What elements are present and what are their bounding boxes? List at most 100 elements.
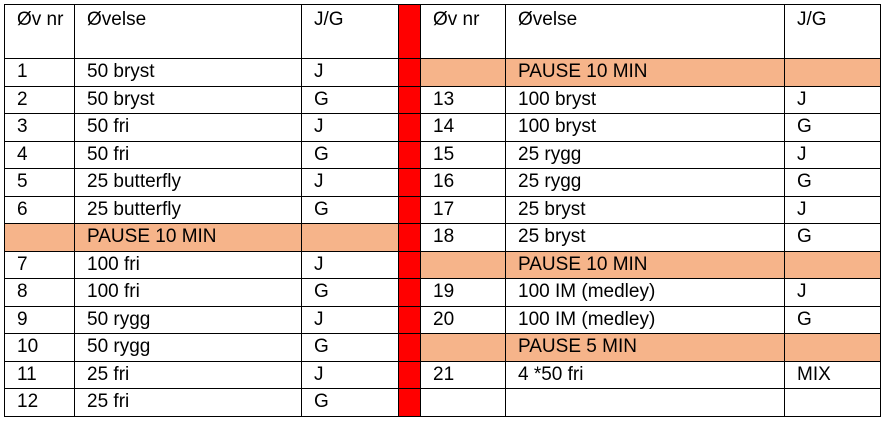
right-exercise-cell: 100 bryst: [505, 113, 785, 142]
red-divider: [398, 113, 421, 142]
table-row: 9 50 rygg J 20 100 IM (medley) G: [4, 305, 881, 334]
left-jg-cell: J: [301, 360, 399, 389]
right-jg-cell: G: [784, 168, 881, 197]
table-row: 7 100 fri J PAUSE 10 MIN: [4, 250, 881, 279]
left-exercise-cell: 50 rygg: [74, 305, 302, 334]
right-pause-label: PAUSE 5 MIN: [505, 333, 785, 362]
right-num-cell: 20: [420, 305, 506, 334]
left-jg-cell: G: [301, 333, 399, 362]
left-exercise-cell: 50 fri: [74, 113, 302, 142]
left-jg-cell: G: [301, 278, 399, 307]
right-num-cell: 19: [420, 278, 506, 307]
header-left-num: Øv nr: [4, 4, 75, 59]
right-exercise-cell: 25 bryst: [505, 195, 785, 224]
left-jg-cell: G: [301, 85, 399, 114]
right-jg-cell: [784, 333, 881, 362]
right-num-cell: 21: [420, 360, 506, 389]
right-jg-cell: [784, 388, 881, 417]
table-row: 6 25 butterfly G 17 25 bryst J: [4, 195, 881, 224]
red-divider: [398, 223, 421, 252]
header-row: Øv nr Øvelse J/G Øv nr Øvelse J/G: [4, 4, 881, 59]
left-num-cell: 7: [4, 250, 75, 279]
left-num-cell: 10: [4, 333, 75, 362]
left-num-cell: 5: [4, 168, 75, 197]
left-exercise-cell: 100 fri: [74, 278, 302, 307]
header-right-num: Øv nr: [420, 4, 506, 59]
right-num-cell: 13: [420, 85, 506, 114]
table-row: 1 50 bryst J PAUSE 10 MIN: [4, 58, 881, 87]
red-divider: [398, 278, 421, 307]
left-exercise-cell: 50 bryst: [74, 58, 302, 87]
right-jg-cell: J: [784, 85, 881, 114]
red-divider: [398, 333, 421, 362]
right-exercise-cell: 25 rygg: [505, 168, 785, 197]
right-num-cell: [420, 58, 506, 87]
table-row: 8 100 fri G 19 100 IM (medley) J: [4, 278, 881, 307]
table-row: 3 50 fri J 14 100 bryst G: [4, 113, 881, 142]
right-exercise-cell: 25 bryst: [505, 223, 785, 252]
right-jg-cell: J: [784, 195, 881, 224]
left-exercise-cell: 50 fri: [74, 140, 302, 169]
right-jg-cell: J: [784, 140, 881, 169]
right-exercise-cell: 100 bryst: [505, 85, 785, 114]
right-num-cell: [420, 250, 506, 279]
left-jg-cell: J: [301, 168, 399, 197]
red-divider: [398, 58, 421, 87]
swim-schedule-table: Øv nr Øvelse J/G Øv nr Øvelse J/G 1 50 br…: [4, 4, 881, 417]
right-num-cell: 14: [420, 113, 506, 142]
right-num-cell: [420, 333, 506, 362]
header-left-exercise: Øvelse: [74, 4, 302, 59]
right-jg-cell: MIX: [784, 360, 881, 389]
red-divider: [398, 250, 421, 279]
red-divider: [398, 195, 421, 224]
left-exercise-cell: 25 butterfly: [74, 195, 302, 224]
left-jg-cell: G: [301, 388, 399, 417]
header-left-jg: J/G: [301, 4, 399, 59]
red-divider: [398, 360, 421, 389]
left-num-cell: 4: [4, 140, 75, 169]
left-jg-cell: G: [301, 140, 399, 169]
right-exercise-cell: 4 *50 fri: [505, 360, 785, 389]
red-divider: [398, 168, 421, 197]
right-pause-label: PAUSE 10 MIN: [505, 58, 785, 87]
left-exercise-cell: 50 rygg: [74, 333, 302, 362]
left-num-cell: [4, 223, 75, 252]
red-divider: [398, 85, 421, 114]
red-divider: [398, 140, 421, 169]
header-right-exercise: Øvelse: [505, 4, 785, 59]
table-row: 12 25 fri G: [4, 388, 881, 417]
right-jg-cell: G: [784, 113, 881, 142]
left-exercise-cell: 50 bryst: [74, 85, 302, 114]
left-jg-cell: [301, 223, 399, 252]
left-num-cell: 6: [4, 195, 75, 224]
right-exercise-cell: 100 IM (medley): [505, 278, 785, 307]
right-jg-cell: [784, 250, 881, 279]
left-num-cell: 1: [4, 58, 75, 87]
left-pause-label: PAUSE 10 MIN: [74, 223, 302, 252]
right-num-cell: 17: [420, 195, 506, 224]
table-row: PAUSE 10 MIN 18 25 bryst G: [4, 223, 881, 252]
right-num-cell: 16: [420, 168, 506, 197]
table-row: 4 50 fri G 15 25 rygg J: [4, 140, 881, 169]
table-row: 11 25 fri J 21 4 *50 fri MIX: [4, 360, 881, 389]
header-right-jg: J/G: [784, 4, 881, 59]
right-exercise-cell: 25 rygg: [505, 140, 785, 169]
right-jg-cell: G: [784, 305, 881, 334]
left-num-cell: 3: [4, 113, 75, 142]
left-num-cell: 11: [4, 360, 75, 389]
left-jg-cell: J: [301, 58, 399, 87]
left-jg-cell: G: [301, 195, 399, 224]
table-row: 2 50 bryst G 13 100 bryst J: [4, 85, 881, 114]
right-jg-cell: J: [784, 278, 881, 307]
schedule-body: Øv nr Øvelse J/G Øv nr Øvelse J/G 1 50 br…: [4, 4, 881, 417]
left-jg-cell: J: [301, 113, 399, 142]
left-exercise-cell: 25 fri: [74, 360, 302, 389]
right-jg-cell: G: [784, 223, 881, 252]
right-pause-label: PAUSE 10 MIN: [505, 250, 785, 279]
left-exercise-cell: 100 fri: [74, 250, 302, 279]
red-divider: [398, 305, 421, 334]
left-jg-cell: J: [301, 250, 399, 279]
left-num-cell: 9: [4, 305, 75, 334]
red-divider: [398, 4, 421, 59]
left-num-cell: 2: [4, 85, 75, 114]
